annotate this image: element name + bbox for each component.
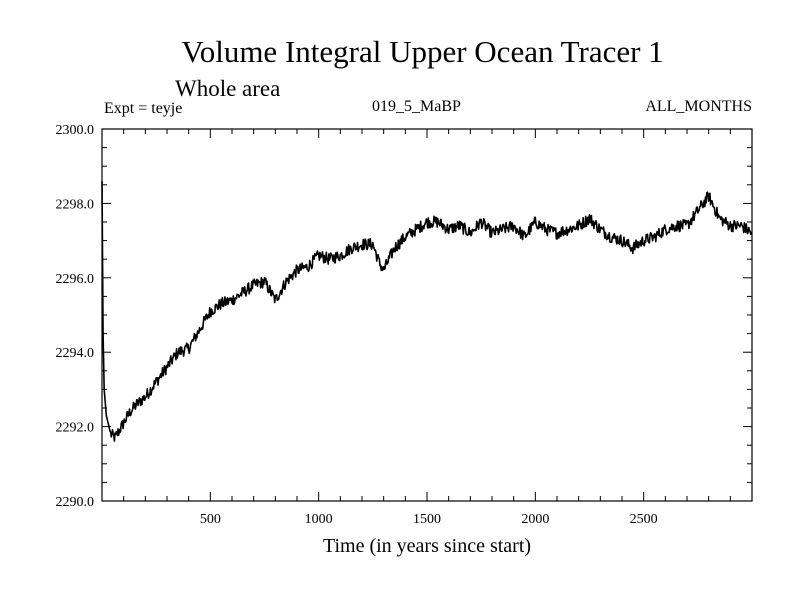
- x-tick-label: 2500: [630, 512, 658, 527]
- chart-subtitle: Whole area: [175, 76, 281, 101]
- expt-label: Expt = teyje: [104, 100, 183, 117]
- chart-title: Volume Integral Upper Ocean Tracer 1: [181, 34, 664, 69]
- y-tick-label: 2294.0: [56, 346, 95, 361]
- x-tick-label: 2000: [521, 512, 549, 527]
- x-tick-label: 1500: [413, 512, 441, 527]
- y-tick-label: 2298.0: [56, 197, 95, 212]
- plot-frame: [101, 128, 753, 502]
- y-tick-label: 2296.0: [56, 272, 95, 287]
- x-tick-label: 500: [200, 512, 221, 527]
- x-tick-label: 1000: [305, 512, 333, 527]
- y-tick-label: 2290.0: [56, 495, 95, 510]
- x-axis-label: Time (in years since start): [322, 535, 532, 557]
- series-line: [101, 181, 753, 442]
- y-tick-label: 2300.0: [56, 123, 95, 138]
- run-label: 019_5_MaBP: [372, 98, 461, 115]
- y-tick-label: 2292.0: [56, 421, 95, 436]
- period-label: ALL_MONTHS: [645, 98, 752, 115]
